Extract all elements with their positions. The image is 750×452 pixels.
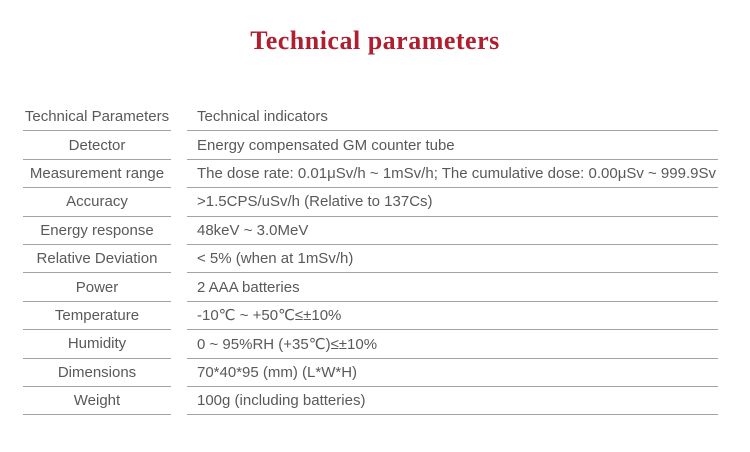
table-row: Measurement range The dose rate: 0.01μSv… <box>23 160 718 189</box>
value-cell: 100g (including batteries) <box>187 387 718 416</box>
column-gap <box>171 131 187 159</box>
param-cell: Humidity <box>23 330 171 359</box>
page-title: Technical parameters <box>250 26 500 55</box>
value-cell: -10℃ ~ +50℃≤±10% <box>187 302 718 331</box>
column-gap <box>171 330 187 358</box>
value-cell: 2 AAA batteries <box>187 273 718 302</box>
value-cell: Energy compensated GM counter tube <box>187 131 718 160</box>
column-gap <box>171 387 187 415</box>
column-gap <box>171 217 187 245</box>
spec-table: Technical Parameters Technical indicator… <box>23 103 718 416</box>
column-gap <box>171 245 187 273</box>
value-cell: >1.5CPS/uSv/h (Relative to 137Cs) <box>187 188 718 217</box>
table-header-row: Technical Parameters Technical indicator… <box>23 103 718 132</box>
table-row: Dimensions 70*40*95 (mm) (L*W*H) <box>23 359 718 387</box>
table-row: Detector Energy compensated GM counter t… <box>23 131 718 160</box>
param-cell: Measurement range <box>23 160 171 189</box>
param-cell: Accuracy <box>23 188 171 217</box>
table-row: Weight 100g (including batteries) <box>23 387 718 416</box>
column-gap <box>171 188 187 216</box>
table-body: Detector Energy compensated GM counter t… <box>23 131 718 416</box>
column-gap <box>171 160 187 188</box>
param-cell: Relative Deviation <box>23 245 171 274</box>
column-gap <box>171 273 187 301</box>
value-cell: The dose rate: 0.01μSv/h ~ 1mSv/h; The c… <box>187 160 718 189</box>
value-cell: < 5% (when at 1mSv/h) <box>187 245 718 274</box>
column-gap <box>171 103 187 131</box>
param-cell: Temperature <box>23 302 171 331</box>
param-cell: Power <box>23 273 171 302</box>
header-value-cell: Technical indicators <box>187 103 718 132</box>
param-cell: Energy response <box>23 217 171 245</box>
column-gap <box>171 359 187 387</box>
table-row: Power 2 AAA batteries <box>23 273 718 302</box>
table-row: Temperature -10℃ ~ +50℃≤±10% <box>23 302 718 331</box>
param-cell: Weight <box>23 387 171 416</box>
param-cell: Detector <box>23 131 171 160</box>
column-gap <box>171 302 187 330</box>
table-row: Humidity 0 ~ 95%RH (+35℃)≤±10% <box>23 330 718 359</box>
value-cell: 48keV ~ 3.0MeV <box>187 217 718 245</box>
value-cell: 0 ~ 95%RH (+35℃)≤±10% <box>187 330 718 359</box>
table-row: Relative Deviation < 5% (when at 1mSv/h) <box>23 245 718 274</box>
table-row: Energy response 48keV ~ 3.0MeV <box>23 217 718 245</box>
value-cell: 70*40*95 (mm) (L*W*H) <box>187 359 718 387</box>
table-row: Accuracy >1.5CPS/uSv/h (Relative to 137C… <box>23 188 718 217</box>
header-param-cell: Technical Parameters <box>23 103 171 132</box>
param-cell: Dimensions <box>23 359 171 387</box>
